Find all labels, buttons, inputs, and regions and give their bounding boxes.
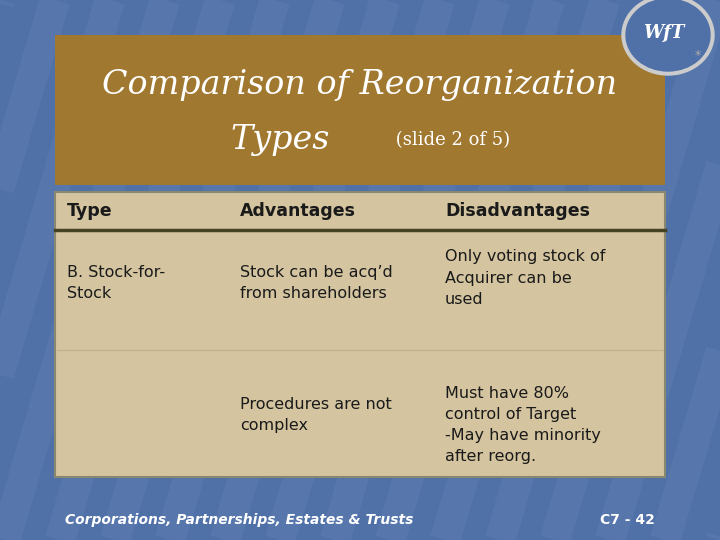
Bar <box>55 35 665 185</box>
Text: Comparison of Reorganization: Comparison of Reorganization <box>102 69 618 101</box>
Text: B. Stock-for-
Stock: B. Stock-for- Stock <box>67 265 165 301</box>
Text: Disadvantages: Disadvantages <box>445 202 590 220</box>
Text: Advantages: Advantages <box>240 202 356 220</box>
Text: Types: Types <box>230 124 330 156</box>
Text: Stock can be acq’d
from shareholders: Stock can be acq’d from shareholders <box>240 265 392 301</box>
Bar <box>55 192 665 477</box>
Text: C7 - 42: C7 - 42 <box>600 513 655 527</box>
Ellipse shape <box>626 0 710 71</box>
Text: WfT: WfT <box>643 24 685 42</box>
Text: Type: Type <box>67 202 112 220</box>
Text: Procedures are not
complex: Procedures are not complex <box>240 397 392 433</box>
Ellipse shape <box>622 0 714 75</box>
Text: (slide 2 of 5): (slide 2 of 5) <box>390 131 510 149</box>
Text: Only voting stock of
Acquirer can be
used: Only voting stock of Acquirer can be use… <box>445 249 606 307</box>
Text: *: * <box>695 49 701 62</box>
Text: Corporations, Partnerships, Estates & Trusts: Corporations, Partnerships, Estates & Tr… <box>65 513 413 527</box>
Text: Must have 80%
control of Target
-May have minority
after reorg.: Must have 80% control of Target -May hav… <box>445 386 601 464</box>
